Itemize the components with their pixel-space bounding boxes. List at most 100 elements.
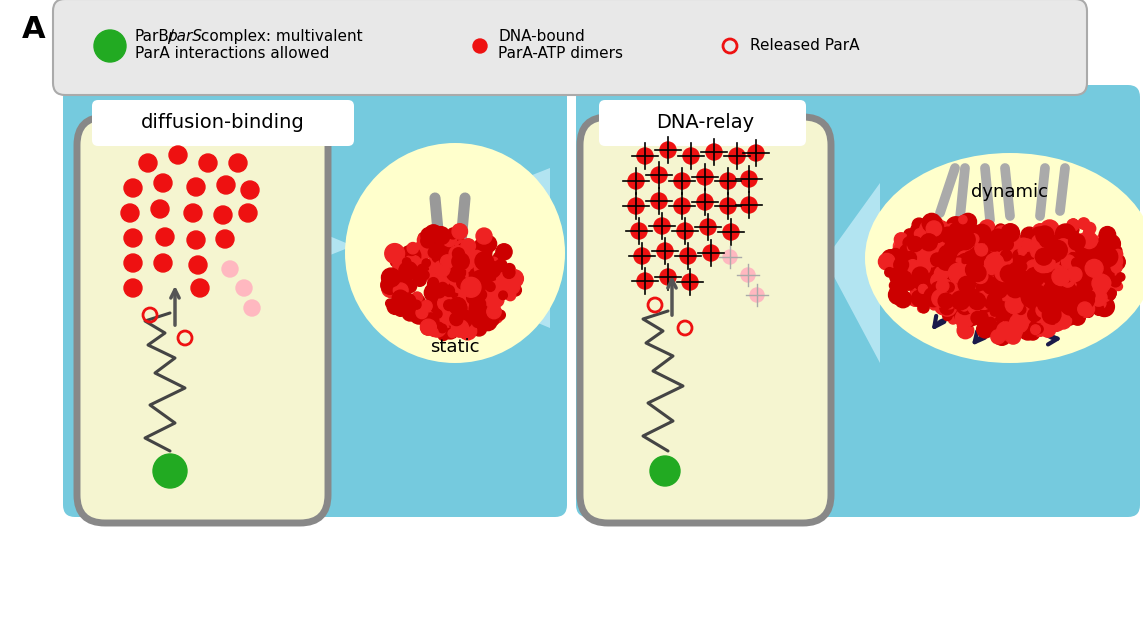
Circle shape: [1058, 281, 1079, 300]
Circle shape: [1038, 294, 1056, 313]
Circle shape: [1082, 289, 1098, 305]
Circle shape: [919, 302, 929, 313]
Circle shape: [959, 290, 973, 304]
Circle shape: [1109, 254, 1118, 263]
Circle shape: [471, 256, 480, 265]
Circle shape: [1090, 280, 1106, 297]
Circle shape: [1095, 298, 1106, 309]
Circle shape: [1081, 260, 1095, 275]
Circle shape: [949, 269, 964, 285]
Text: Released ParA: Released ParA: [750, 39, 860, 53]
Circle shape: [700, 219, 716, 235]
Circle shape: [470, 263, 481, 275]
Circle shape: [943, 242, 953, 253]
Circle shape: [941, 251, 949, 259]
Circle shape: [938, 245, 957, 263]
Circle shape: [1079, 253, 1096, 271]
Circle shape: [1049, 246, 1065, 262]
Circle shape: [1054, 304, 1066, 317]
Circle shape: [972, 226, 982, 236]
Circle shape: [461, 278, 469, 285]
Circle shape: [429, 227, 440, 239]
Circle shape: [684, 148, 700, 164]
Circle shape: [897, 269, 908, 280]
Circle shape: [981, 269, 999, 287]
Circle shape: [474, 240, 491, 257]
Circle shape: [1079, 249, 1096, 266]
Circle shape: [1005, 249, 1018, 262]
Circle shape: [682, 274, 698, 290]
Circle shape: [1092, 277, 1108, 293]
Circle shape: [1021, 285, 1033, 298]
Circle shape: [1078, 302, 1092, 316]
Circle shape: [1066, 294, 1079, 306]
Text: diffusion-binding: diffusion-binding: [141, 113, 305, 132]
Circle shape: [967, 280, 978, 292]
Circle shape: [427, 319, 437, 328]
Circle shape: [903, 237, 914, 248]
Circle shape: [962, 251, 981, 269]
Circle shape: [1081, 252, 1095, 266]
Circle shape: [430, 296, 447, 314]
Circle shape: [954, 305, 972, 322]
Circle shape: [959, 226, 977, 244]
Circle shape: [954, 269, 969, 284]
Circle shape: [934, 271, 949, 286]
Circle shape: [1061, 273, 1074, 287]
Circle shape: [908, 246, 924, 262]
Circle shape: [1005, 310, 1016, 320]
Circle shape: [983, 273, 1001, 292]
Circle shape: [1057, 231, 1077, 250]
Circle shape: [1044, 273, 1058, 288]
Circle shape: [953, 299, 965, 311]
Circle shape: [949, 258, 968, 277]
Circle shape: [1104, 285, 1116, 296]
Circle shape: [951, 257, 969, 275]
Circle shape: [935, 238, 948, 250]
Circle shape: [1079, 255, 1098, 275]
Circle shape: [912, 266, 932, 284]
Circle shape: [969, 266, 984, 282]
Circle shape: [457, 322, 466, 331]
Circle shape: [902, 271, 912, 282]
Circle shape: [941, 271, 951, 281]
Circle shape: [1095, 249, 1104, 259]
Circle shape: [1074, 240, 1084, 249]
Circle shape: [1055, 289, 1064, 297]
Circle shape: [944, 224, 960, 240]
Circle shape: [932, 226, 950, 245]
Circle shape: [1074, 257, 1092, 274]
Circle shape: [1112, 246, 1122, 255]
Circle shape: [988, 257, 1002, 272]
Circle shape: [446, 313, 457, 325]
Circle shape: [1036, 275, 1052, 291]
Circle shape: [932, 273, 948, 289]
Circle shape: [909, 249, 918, 258]
Circle shape: [1010, 263, 1022, 275]
Circle shape: [1110, 269, 1121, 280]
Circle shape: [900, 268, 912, 281]
Circle shape: [904, 251, 917, 264]
Circle shape: [1042, 257, 1062, 276]
Circle shape: [1098, 247, 1118, 267]
Circle shape: [1080, 236, 1092, 248]
Circle shape: [981, 249, 990, 258]
Circle shape: [1000, 242, 1009, 251]
Circle shape: [908, 237, 922, 251]
Circle shape: [441, 268, 457, 285]
Circle shape: [959, 215, 967, 224]
Circle shape: [984, 262, 993, 271]
Circle shape: [985, 318, 996, 327]
Circle shape: [1025, 240, 1041, 257]
Circle shape: [895, 242, 916, 262]
Circle shape: [1017, 262, 1026, 271]
Circle shape: [1029, 296, 1047, 315]
Circle shape: [1006, 303, 1017, 314]
Circle shape: [1017, 294, 1032, 309]
Circle shape: [475, 281, 486, 291]
Circle shape: [1071, 266, 1085, 280]
Circle shape: [942, 253, 956, 267]
Circle shape: [1068, 270, 1081, 284]
Circle shape: [952, 276, 962, 286]
Circle shape: [911, 257, 930, 276]
